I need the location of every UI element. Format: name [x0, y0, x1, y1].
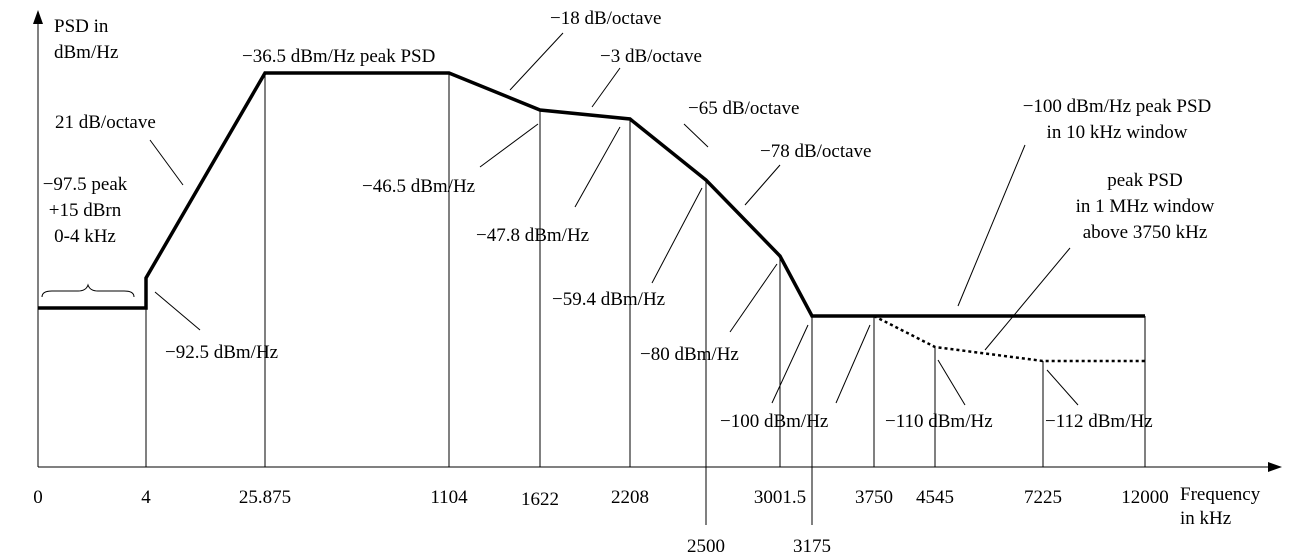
x-tick: 2500: [687, 536, 725, 557]
annotation: −3 dB/octave: [600, 46, 702, 67]
y-label: PSD in: [54, 16, 109, 37]
x-tick: 1104: [430, 487, 468, 508]
annotation: +15 dBrn: [49, 200, 122, 221]
frequency-guides: [145, 73, 1146, 525]
annotation: −59.4 dBm/Hz: [552, 289, 665, 310]
x-tick: 3175: [793, 536, 831, 557]
annotation: −78 dB/octave: [760, 141, 872, 162]
x-label: in kHz: [1180, 508, 1231, 529]
x-tick: 4545: [916, 487, 954, 508]
x-tick: 1622: [521, 489, 559, 510]
annotation: −92.5 dBm/Hz: [165, 342, 278, 363]
annotation: −47.8 dBm/Hz: [476, 225, 589, 246]
x-label: Frequency: [1180, 484, 1261, 505]
annotation: in 1 MHz window: [1076, 196, 1215, 217]
x-tick: 3750: [855, 487, 893, 508]
annotation: in 10 kHz window: [1047, 122, 1188, 143]
x-tick: 0: [33, 487, 43, 508]
x-tick: 7225: [1024, 487, 1062, 508]
x-tick: 4: [141, 487, 151, 508]
annotation: peak PSD: [1107, 170, 1182, 191]
x-tick: 3001.5: [754, 487, 806, 508]
annotation: −100 dBm/Hz peak PSD: [1023, 96, 1212, 117]
leader-lines: [149, 32, 1079, 406]
annotation: −36.5 dBm/Hz peak PSD: [242, 46, 435, 67]
annotation: above 3750 kHz: [1083, 222, 1208, 243]
annotation: −65 dB/octave: [688, 98, 800, 119]
x-tick: 12000: [1121, 487, 1169, 508]
annotation: −18 dB/octave: [550, 8, 662, 29]
annotation: 0-4 kHz: [54, 226, 116, 247]
psd-mask: [38, 71, 1145, 318]
y-arrow: [33, 10, 43, 24]
labels: PSD in dBm/Hz Frequency in kHz 0 4 25.87…: [33, 8, 1260, 557]
brace: [41, 283, 135, 298]
annotation: −46.5 dBm/Hz: [362, 176, 475, 197]
annotation: 21 dB/octave: [55, 112, 156, 133]
psd-mask-1mhz: [873, 314, 1145, 363]
x-arrow: [1268, 462, 1282, 472]
x-tick: 2208: [611, 487, 649, 508]
annotation: −110 dBm/Hz: [885, 411, 993, 432]
annotation: −80 dBm/Hz: [640, 344, 739, 365]
annotation: −100 dBm/Hz: [720, 411, 828, 432]
x-tick: 25.875: [239, 487, 291, 508]
y-label: dBm/Hz: [54, 42, 118, 63]
annotation: −97.5 peak: [43, 174, 128, 195]
annotation: −112 dBm/Hz: [1045, 411, 1153, 432]
